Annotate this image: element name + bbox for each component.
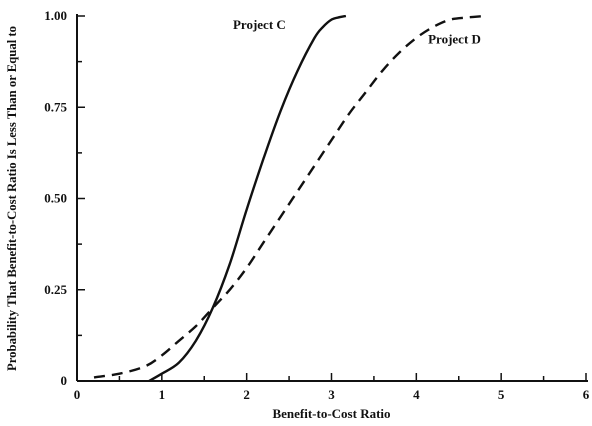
- project-d-curve: [93, 14, 485, 379]
- y-tick-label: 0.50: [44, 191, 67, 206]
- y-axis-title: Probability That Benefit-to-Cost Ratio I…: [4, 26, 19, 371]
- project-c-label: Project C: [233, 17, 286, 32]
- annotations: Project C Project D: [233, 17, 481, 47]
- x-tick-label: 5: [498, 387, 505, 402]
- y-tick-label: 0.75: [44, 99, 67, 114]
- y-tick-label: 0.25: [44, 282, 67, 297]
- x-tick-label: 1: [159, 387, 166, 402]
- x-tick-label: 2: [243, 387, 250, 402]
- project-d-label: Project D: [428, 31, 481, 46]
- x-tick-label: 3: [328, 387, 335, 402]
- tick-labels: 0 1 2 3 4 5 6 0 0.25 0.50 0.75 1.00: [44, 8, 590, 402]
- axes: [76, 14, 588, 382]
- y-tick-label: 1.00: [44, 8, 67, 23]
- project-c-curve: [148, 14, 347, 383]
- x-axis-title: Benefit-to-Cost Ratio: [272, 406, 390, 421]
- y-tick-label: 0: [61, 373, 68, 388]
- x-tick-label: 0: [74, 387, 81, 402]
- series-group: [93, 14, 485, 383]
- x-tick-label: 6: [583, 387, 590, 402]
- ticks: [76, 15, 587, 382]
- x-tick-label: 4: [413, 387, 420, 402]
